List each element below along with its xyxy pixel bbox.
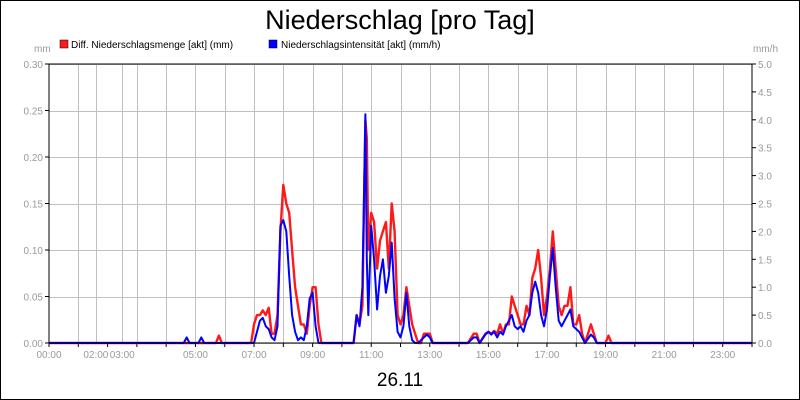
legend-swatch-diff-niederschlagsmenge	[59, 39, 69, 49]
left-tick-label: 0.05	[24, 293, 44, 304]
right-tick-label: 4.0	[758, 116, 772, 127]
left-tick-label: 0.00	[24, 339, 44, 350]
legend-label-niederschlagsintensitaet: Niederschlagsintensität [akt] (mm/h)	[281, 40, 441, 51]
chart-title: Niederschlag [pro Tag]	[265, 5, 535, 35]
right-tick-label: 3.5	[758, 144, 772, 155]
legend-swatch-niederschlagsintensitaet	[268, 39, 278, 49]
x-tick-label: 21:00	[652, 350, 677, 361]
x-tick-label: 03:00	[110, 350, 135, 361]
x-tick-label: 11:00	[359, 350, 384, 361]
grid	[49, 64, 752, 344]
x-tick-label: 17:00	[534, 350, 559, 361]
right-tick-label: 4.5	[758, 88, 772, 99]
left-tick-label: 0.30	[24, 60, 44, 71]
right-tick-label: 0.5	[758, 311, 772, 322]
left-tick-label: 0.15	[24, 200, 44, 211]
series-line-niederschlagsintensitaet	[49, 113, 752, 344]
x-tick-label: 15:00	[476, 350, 501, 361]
right-tick-label: 2.5	[758, 200, 772, 211]
right-axis-unit: mm/h	[753, 44, 778, 55]
left-tick-label: 0.25	[24, 107, 44, 118]
x-tick-label: 13:00	[417, 350, 442, 361]
legend-label-diff-niederschlagsmenge: Diff. Niederschlagsmenge [akt] (mm)	[71, 40, 233, 51]
x-tick-label: 07:00	[242, 350, 267, 361]
right-tick-label: 5.0	[758, 60, 772, 71]
x-tick-label: 09:00	[300, 350, 325, 361]
left-tick-label: 0.10	[24, 246, 44, 257]
right-tick-label: 2.0	[758, 227, 772, 238]
x-tick-label: 19:00	[593, 350, 618, 361]
left-tick-label: 0.20	[24, 153, 44, 164]
right-tick-label: 1.0	[758, 283, 772, 294]
right-tick-label: 1.5	[758, 255, 772, 266]
left-axis-unit: mm	[34, 44, 51, 55]
x-tick-label: 02:00	[83, 350, 108, 361]
x-tick-label: 00:00	[36, 350, 61, 361]
legend: Diff. Niederschlagsmenge [akt] (mm) Nied…	[59, 39, 441, 51]
x-tick-label: 05:00	[183, 350, 208, 361]
plot-area	[48, 63, 753, 344]
right-tick-label: 0.0	[758, 339, 772, 350]
right-tick-label: 3.0	[758, 172, 772, 183]
date-label: 26.11	[377, 370, 423, 391]
series-line-niederschlagsmenge	[49, 118, 752, 345]
series	[49, 113, 752, 345]
x-tick-label: 23:00	[710, 350, 735, 361]
axis-ticks: 0.00 0.05 0.10 0.15 0.20 0.25 0.30 0.0 0.5 1.0 1.5…	[24, 60, 773, 361]
